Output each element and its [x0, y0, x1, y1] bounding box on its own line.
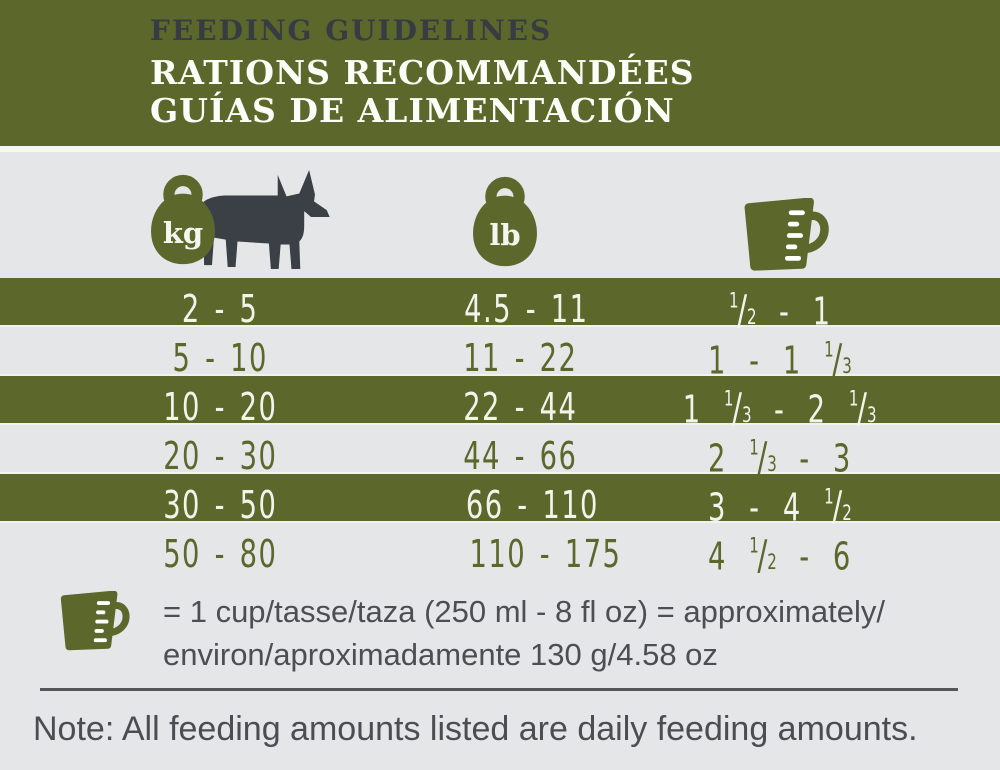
- kg-range: 5 - 10: [172, 336, 268, 381]
- cups-range: 3 - 4 1/2: [708, 482, 852, 531]
- table-row: 30 - 50 66 - 110 3 - 4 1/2: [0, 474, 1000, 530]
- measuring-cup-legend-icon: [48, 591, 138, 653]
- header-band: FEEDING GUIDELINES RATIONS RECOMMANDÉES …: [0, 0, 1000, 146]
- header-separator: [0, 146, 1000, 152]
- table-row: 10 - 20 22 - 44 1 1/3 - 2 1/3: [0, 376, 1000, 432]
- lb-range: 4.5 - 11: [464, 287, 589, 332]
- lb-unit-label: lb: [489, 218, 521, 252]
- cups-range: 2 1/3 - 3: [708, 433, 852, 482]
- kg-range: 10 - 20: [162, 385, 278, 430]
- lb-range: 110 - 175: [469, 532, 622, 577]
- feeding-table: 2 - 5 4.5 - 11 1/2 - 1 5 - 10 11 - 22 1 …: [0, 278, 1000, 579]
- lb-range: 22 - 44: [462, 385, 578, 430]
- header-titles: FEEDING GUIDELINES RATIONS RECOMMANDÉES …: [150, 14, 695, 130]
- table-row: 2 - 5 4.5 - 11 1/2 - 1: [0, 278, 1000, 334]
- cups-range: 1/2 - 1: [728, 286, 832, 335]
- table-row: 20 - 30 44 - 66 2 1/3 - 3: [0, 425, 1000, 481]
- cups-range: 1 1/3 - 2 1/3: [683, 384, 877, 433]
- kg-range: 50 - 80: [162, 532, 278, 577]
- lb-range: 11 - 22: [462, 336, 578, 381]
- kg-range: 20 - 30: [162, 434, 278, 479]
- lb-range: 66 - 110: [465, 483, 599, 528]
- table-row: 5 - 10 11 - 22 1 - 1 1/3: [0, 327, 1000, 383]
- kg-range: 30 - 50: [162, 483, 278, 528]
- title-french: RATIONS RECOMMANDÉES: [150, 53, 695, 92]
- measuring-cup-icon: [733, 198, 835, 274]
- kg-range: 2 - 5: [181, 287, 259, 332]
- cups-range: 4 1/2 - 6: [708, 531, 852, 580]
- legend-line-1: = 1 cup/tasse/taza (250 ml - 8 fl oz) = …: [163, 594, 885, 629]
- title-english: FEEDING GUIDELINES: [150, 14, 553, 47]
- kg-unit-label: kg: [162, 216, 204, 250]
- note-text: Note: All feeding amounts listed are dai…: [33, 710, 918, 748]
- title-spanish: GUÍAS DE ALIMENTACIÓN: [150, 91, 675, 130]
- cups-range: 1 - 1 1/3: [708, 335, 852, 384]
- cup-legend: = 1 cup/tasse/taza (250 ml - 8 fl oz) = …: [163, 590, 983, 676]
- divider-line: [40, 688, 958, 691]
- lb-range: 44 - 66: [462, 434, 578, 479]
- legend-line-2: environ/aproximadamente 130 g/4.58 oz: [163, 637, 718, 672]
- table-row: 50 - 80 110 - 175 4 1/2 - 6: [0, 523, 1000, 579]
